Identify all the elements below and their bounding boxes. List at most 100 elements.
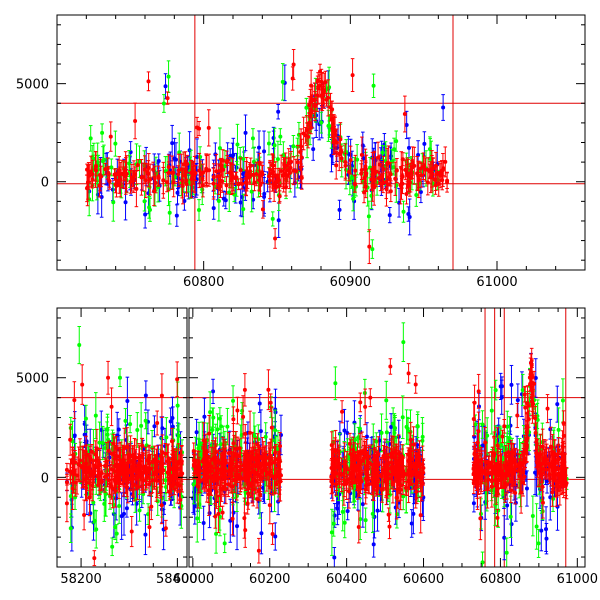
top-point-red (122, 166, 127, 182)
bottom-point-red (268, 393, 273, 413)
bottom-point-red (165, 444, 170, 478)
bottom-point-red (90, 444, 95, 460)
top-point-red (352, 174, 357, 193)
bottom-point-red (197, 456, 202, 474)
top-point-red (268, 162, 273, 177)
top-point-red (206, 109, 211, 147)
bottom-point-green (215, 413, 220, 446)
top-point-blue (406, 206, 411, 222)
top-point-red (288, 161, 293, 174)
top-point-green (100, 123, 105, 143)
top-point-red (281, 157, 286, 193)
top-point-red (419, 162, 424, 188)
bottom-point-red (387, 514, 392, 540)
top-point-green (371, 73, 376, 98)
top-point-red (412, 146, 417, 185)
bottom-point-red (140, 438, 145, 454)
bottom-point-red (266, 369, 271, 411)
top-point-red (252, 173, 257, 192)
top-point-red (200, 172, 205, 185)
bottom-point-green (480, 551, 485, 567)
top-point-red (93, 151, 98, 188)
top-point-red (331, 114, 336, 144)
bottom-point-green (478, 498, 483, 530)
bottom-point-red (140, 453, 145, 494)
bottom-point-blue (211, 378, 216, 405)
bottom-point-green (404, 409, 409, 445)
bottom-point-red (116, 464, 121, 500)
bottom-point-red (109, 473, 114, 500)
bottom-point-red (82, 499, 87, 531)
top-point-red (394, 157, 399, 184)
bottom-point-red (241, 395, 246, 439)
top-point-red (211, 167, 216, 200)
top-point-red (161, 166, 166, 195)
top-point-green (389, 149, 394, 175)
bottom-point-red (175, 463, 180, 504)
bottom-y-tick-label: 0 (41, 471, 49, 486)
top-y-tick-label: 5000 (16, 78, 49, 93)
bottom-point-green (534, 503, 539, 550)
top-point-red (403, 159, 408, 181)
top-point-red (339, 148, 344, 169)
bottom-point-red (413, 375, 418, 394)
bottom-point-red (216, 471, 221, 487)
bottom-point-red (207, 414, 212, 453)
bottom-point-red (237, 438, 242, 459)
top-point-red (170, 155, 175, 190)
bottom-x-tick-label: 58200 (60, 572, 101, 587)
top-point-red (258, 172, 263, 197)
bottom-point-red (223, 441, 228, 485)
top-point-red (286, 148, 291, 178)
bottom-point-green (520, 373, 525, 407)
bottom-point-red (64, 484, 69, 523)
top-point-blue (211, 196, 216, 220)
top-point-red (224, 176, 229, 195)
top-point-green (235, 123, 240, 166)
top-point-red (299, 128, 304, 165)
top-point-red (193, 164, 198, 182)
bottom-point-red (92, 550, 97, 567)
top-point-red (350, 58, 355, 93)
bottom-point-red (159, 373, 164, 418)
bottom-point-red (160, 434, 165, 470)
bottom-point-blue (201, 505, 206, 541)
bottom-point-red (329, 431, 334, 460)
bottom-point-green (401, 322, 406, 363)
top-point-blue (387, 207, 392, 224)
top-point-red (176, 165, 181, 184)
top-point-green (113, 130, 118, 157)
top-point-red (229, 164, 234, 196)
top-point-green (167, 201, 172, 225)
bottom-point-green (560, 378, 565, 423)
top-point-red (90, 159, 95, 189)
bottom-point-green (118, 368, 123, 388)
bottom-point-red (195, 450, 200, 488)
bottom-point-red (70, 463, 75, 483)
top-point-red (381, 155, 386, 182)
top-point-red (445, 171, 450, 193)
top-point-red (248, 163, 253, 179)
top-point-blue (311, 137, 316, 161)
top-point-red (309, 94, 314, 128)
bottom-point-blue (88, 503, 93, 523)
top-point-green (270, 211, 275, 227)
bottom-point-blue (228, 498, 233, 543)
bottom-point-red (352, 455, 357, 485)
top-point-red (197, 120, 202, 137)
top-point-green (196, 199, 201, 221)
bottom-point-blue (152, 415, 157, 438)
bottom-point-red (515, 402, 520, 429)
bottom-point-green (93, 392, 98, 440)
top-point-red (234, 171, 239, 184)
bottom-point-red (218, 448, 223, 478)
bottom-point-red (133, 449, 138, 491)
top-point-red (166, 154, 171, 192)
top-point-red (295, 144, 300, 180)
top-point-red (207, 153, 212, 187)
bottom-point-red (277, 452, 282, 471)
bottom-point-red (172, 448, 177, 485)
top-point-red (180, 162, 185, 199)
bottom-point-red (231, 406, 236, 433)
